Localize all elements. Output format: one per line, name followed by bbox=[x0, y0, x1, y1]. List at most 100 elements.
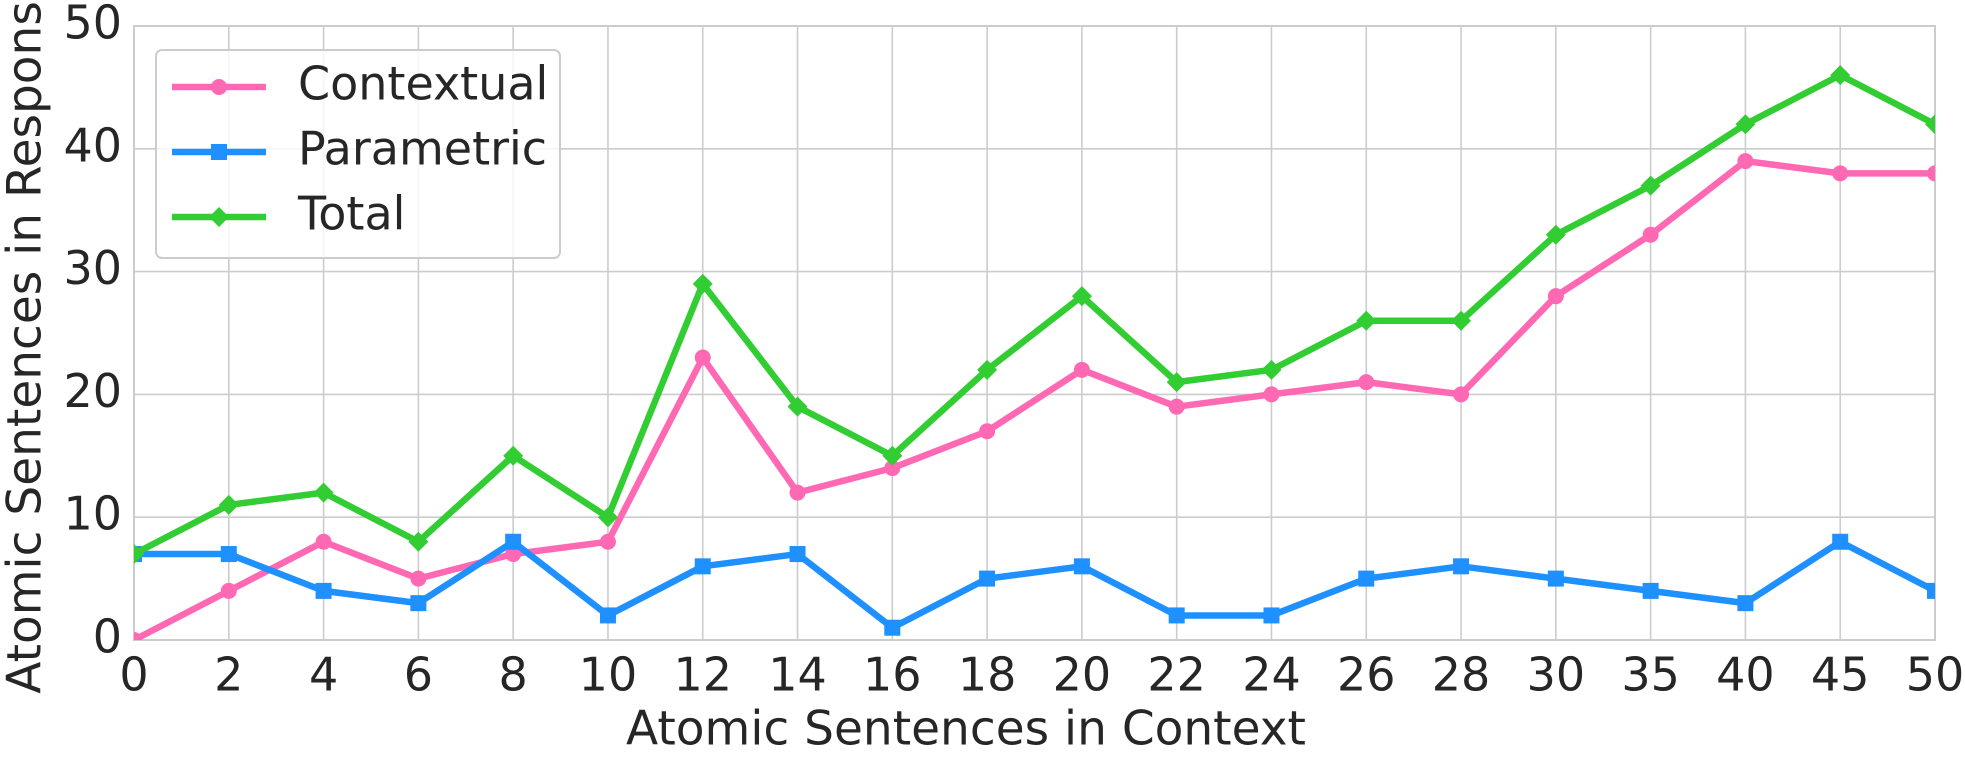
x-tick-label: 14 bbox=[768, 648, 827, 702]
marker bbox=[1263, 386, 1280, 403]
series-line bbox=[134, 71, 1935, 557]
marker bbox=[1073, 361, 1090, 378]
series-line bbox=[134, 538, 1935, 631]
marker bbox=[410, 595, 427, 612]
marker bbox=[1547, 288, 1564, 305]
marker bbox=[884, 460, 901, 477]
marker bbox=[218, 494, 239, 515]
y-tick-label: 40 bbox=[63, 118, 122, 172]
x-tick-label: 35 bbox=[1621, 648, 1680, 702]
x-tick-label: 12 bbox=[673, 648, 732, 702]
marker bbox=[1832, 533, 1849, 550]
marker bbox=[1453, 386, 1470, 403]
x-tick-label: 0 bbox=[119, 648, 148, 702]
marker bbox=[1451, 310, 1472, 331]
marker bbox=[1453, 558, 1470, 575]
marker bbox=[1071, 286, 1092, 307]
y-axis-label: Atomic Sentences in Response bbox=[0, 0, 53, 694]
marker bbox=[1640, 175, 1661, 196]
x-tick-label: 28 bbox=[1432, 648, 1491, 702]
marker bbox=[410, 570, 427, 587]
x-tick-label: 6 bbox=[404, 648, 433, 702]
marker bbox=[692, 273, 713, 294]
marker bbox=[1642, 226, 1659, 243]
marker bbox=[503, 445, 524, 466]
marker bbox=[134, 544, 144, 565]
legend-label: Parametric bbox=[298, 122, 547, 176]
marker bbox=[211, 144, 227, 160]
y-tick-label: 10 bbox=[63, 487, 122, 541]
marker bbox=[599, 533, 616, 550]
marker bbox=[209, 207, 229, 227]
series-line bbox=[134, 157, 1935, 640]
legend-box bbox=[155, 49, 561, 259]
marker bbox=[789, 546, 806, 563]
marker bbox=[1261, 359, 1282, 380]
marker bbox=[1830, 65, 1851, 86]
marker bbox=[1832, 165, 1849, 182]
marker bbox=[211, 79, 227, 95]
marker bbox=[977, 359, 998, 380]
marker bbox=[694, 558, 711, 575]
marker bbox=[694, 349, 711, 366]
marker bbox=[220, 582, 237, 599]
x-tick-label: 30 bbox=[1527, 648, 1586, 702]
x-tick-label: 2 bbox=[214, 648, 243, 702]
marker bbox=[315, 533, 332, 550]
marker bbox=[1073, 558, 1090, 575]
legend-label: Contextual bbox=[298, 57, 548, 111]
legend: Contextual Parametric Total bbox=[155, 49, 561, 259]
marker bbox=[979, 423, 996, 440]
y-tick-label: 20 bbox=[63, 364, 122, 418]
legend-label: Total bbox=[297, 187, 405, 241]
marker bbox=[313, 482, 334, 503]
marker bbox=[1168, 607, 1185, 624]
marker bbox=[1356, 310, 1377, 331]
y-tick-label: 50 bbox=[63, 0, 122, 50]
plot-frame bbox=[133, 25, 1936, 641]
marker bbox=[1642, 582, 1659, 599]
x-tick-label: 50 bbox=[1906, 648, 1965, 702]
marker bbox=[1358, 374, 1375, 391]
x-tick-label: 18 bbox=[958, 648, 1017, 702]
marker bbox=[1735, 114, 1756, 135]
marker bbox=[505, 533, 522, 550]
marker bbox=[1927, 582, 1935, 599]
marker bbox=[882, 445, 903, 466]
marker bbox=[1263, 607, 1280, 624]
marker bbox=[1927, 165, 1935, 182]
marker bbox=[1547, 570, 1564, 587]
marker bbox=[789, 484, 806, 501]
marker bbox=[884, 619, 901, 636]
marker bbox=[1737, 153, 1754, 170]
marker bbox=[1925, 114, 1935, 135]
x-tick-label: 26 bbox=[1337, 648, 1396, 702]
x-tick-label: 24 bbox=[1242, 648, 1301, 702]
marker bbox=[220, 546, 237, 563]
marker bbox=[597, 507, 618, 528]
marker bbox=[599, 607, 616, 624]
marker bbox=[1166, 372, 1187, 393]
marker bbox=[505, 546, 522, 563]
x-tick-label: 22 bbox=[1147, 648, 1206, 702]
marker bbox=[134, 632, 142, 640]
marker bbox=[1358, 570, 1375, 587]
plot-area bbox=[134, 65, 1935, 640]
marker bbox=[1168, 398, 1185, 415]
x-tick-label: 10 bbox=[579, 648, 638, 702]
marker bbox=[787, 396, 808, 417]
marker bbox=[1545, 224, 1566, 245]
marker bbox=[1737, 595, 1754, 612]
y-tick-label: 30 bbox=[63, 241, 122, 295]
x-tick-label: 8 bbox=[499, 648, 528, 702]
y-tick-label: 0 bbox=[93, 610, 122, 664]
x-tick-label: 16 bbox=[863, 648, 922, 702]
x-axis-label: Atomic Sentences in Context bbox=[626, 702, 1306, 757]
marker bbox=[315, 582, 332, 599]
marker bbox=[979, 570, 996, 587]
marker bbox=[408, 531, 429, 552]
x-tick-label: 4 bbox=[309, 648, 338, 702]
x-tick-label: 20 bbox=[1053, 648, 1112, 702]
x-tick-label: 45 bbox=[1811, 648, 1870, 702]
